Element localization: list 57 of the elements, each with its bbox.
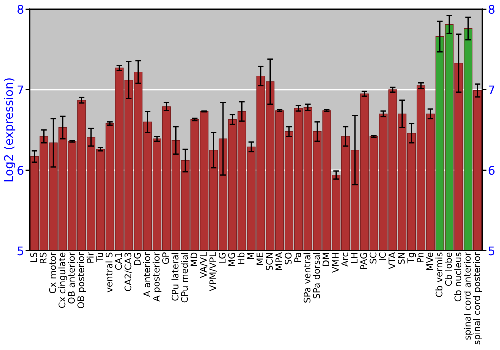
x-tick-label: LG: [219, 253, 226, 264]
x-tick-label: Pa: [294, 253, 302, 262]
x-tick-label: CA2/CA3: [124, 253, 132, 292]
x-tick-label: Hb: [238, 252, 245, 264]
x-tick-label: Pir: [86, 252, 94, 263]
x-tick-label: VPM/VPL: [210, 252, 218, 292]
x-tick-label: spinal cord anterior: [464, 252, 473, 340]
y2-tick-label: 8: [488, 5, 495, 14]
x-tick-label: SCN: [266, 253, 274, 271]
y-tick-label: 6: [18, 166, 24, 176]
x-tick-label: M: [247, 253, 254, 260]
x-tick-label: VMH: [332, 253, 339, 274]
y-axis-title: Log2 (expression): [4, 78, 16, 182]
x-tick-label: Arc: [342, 252, 348, 267]
x-tick-label: LS: [30, 252, 38, 262]
x-tick-label: SPa dorsal: [313, 253, 320, 299]
x-tick-label: SN: [398, 253, 405, 264]
x-tick-label: MVe: [426, 252, 434, 270]
x-tick-label: OB anterior: [68, 252, 76, 304]
x-tick-label: VTA: [388, 252, 396, 270]
x-tick-label: IC: [379, 252, 386, 260]
x-tick-label: MPA: [276, 252, 282, 270]
x-tick-label: CPu lateral: [172, 253, 179, 301]
x-tick-label: ventral S: [106, 252, 113, 293]
x-tick-label: spinal cord posterior: [473, 252, 482, 345]
x-tick-label: VA/VL: [200, 252, 208, 278]
x-tick-label: Cb lobe: [445, 252, 452, 286]
x-tick-label: DM: [322, 253, 330, 266]
x-tick-label: CPu medial: [181, 253, 188, 303]
x-tick-label: DG: [134, 253, 142, 266]
y-tick-label: 7: [18, 86, 24, 94]
x-tick-label: LH: [351, 253, 358, 264]
y2-tick-label: 7: [489, 86, 495, 94]
x-tick-label: Cx motor: [49, 252, 56, 294]
x-tick-label: GP: [162, 252, 170, 264]
y2-tick-label: 6: [488, 166, 495, 176]
x-tick-label: A posterior: [152, 252, 162, 302]
x-tick-label: SC: [370, 252, 377, 264]
x-tick-label: Tg: [408, 253, 416, 264]
y-tick-label: 5: [18, 246, 24, 256]
x-tick-label: MD: [190, 252, 198, 266]
x-tick-label: Cb nucleus: [454, 252, 462, 302]
x-tick-label: OB posterior: [77, 252, 86, 309]
x-tick-label: Tu: [96, 253, 104, 262]
x-tick-label: MG: [228, 253, 236, 266]
x-tick-label: Pn: [417, 253, 424, 262]
x-tick-label: PAG: [360, 253, 368, 270]
x-tick-label: Cb vermis: [436, 252, 443, 298]
x-tick-label: CA1: [115, 253, 122, 270]
x-tick-label: A anterior: [143, 252, 150, 298]
x-tick-label: Cx cingulate: [58, 252, 68, 308]
y-tick-label: 8: [18, 5, 24, 14]
x-tick-label: ME: [256, 252, 264, 265]
x-tick-label: SPa ventral: [304, 253, 311, 303]
y2-tick-label: 5: [488, 246, 495, 256]
x-tick-label: SO: [285, 252, 292, 265]
x-tick-label: RS: [40, 252, 47, 264]
